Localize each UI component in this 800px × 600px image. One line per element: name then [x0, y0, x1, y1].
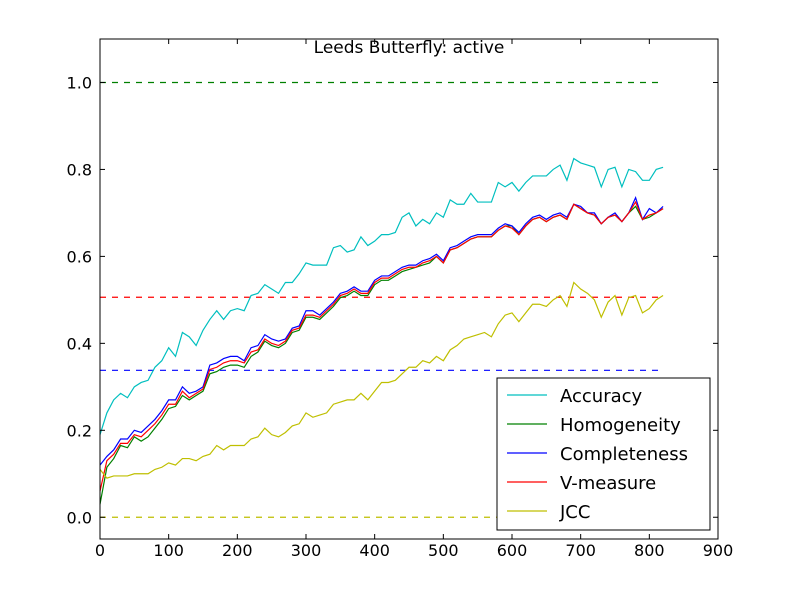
legend-label: V-measure: [560, 473, 656, 494]
legend-label: Accuracy: [560, 386, 643, 407]
plot-frame: [99, 38, 719, 540]
x-tick-label: 400: [359, 541, 390, 560]
x-tick-label: 200: [222, 541, 253, 560]
legend-label: Homogeneity: [560, 415, 681, 436]
y-tick-label: 1.0: [67, 73, 92, 92]
y-tick-label: 0.8: [67, 160, 92, 179]
y-tick-label: 0.4: [67, 334, 92, 353]
y-tick-label: 0.6: [67, 247, 92, 266]
x-tick-label: 800: [634, 541, 665, 560]
x-tick-label: 700: [565, 541, 596, 560]
x-tick-label: 0: [95, 541, 105, 560]
x-tick-label: 300: [291, 541, 322, 560]
x-tick-label: 500: [428, 541, 459, 560]
legend: Accuracy Homogeneity Completeness V-measure…: [496, 377, 711, 531]
legend-label: JCC: [559, 502, 590, 523]
x-tick-label: 600: [497, 541, 528, 560]
series-line: [99, 157, 664, 435]
chart-title: Leeds Butterfly: active: [314, 38, 505, 58]
y-tick-label: 0.2: [67, 421, 92, 440]
series-line: [99, 281, 664, 479]
x-tick-label: 900: [703, 541, 734, 560]
x-tick-label: 100: [153, 541, 184, 560]
series-line: [99, 200, 664, 492]
legend-box: [496, 377, 711, 531]
y-tick-label: 0.0: [67, 508, 92, 527]
legend-label: Completeness: [560, 444, 688, 465]
